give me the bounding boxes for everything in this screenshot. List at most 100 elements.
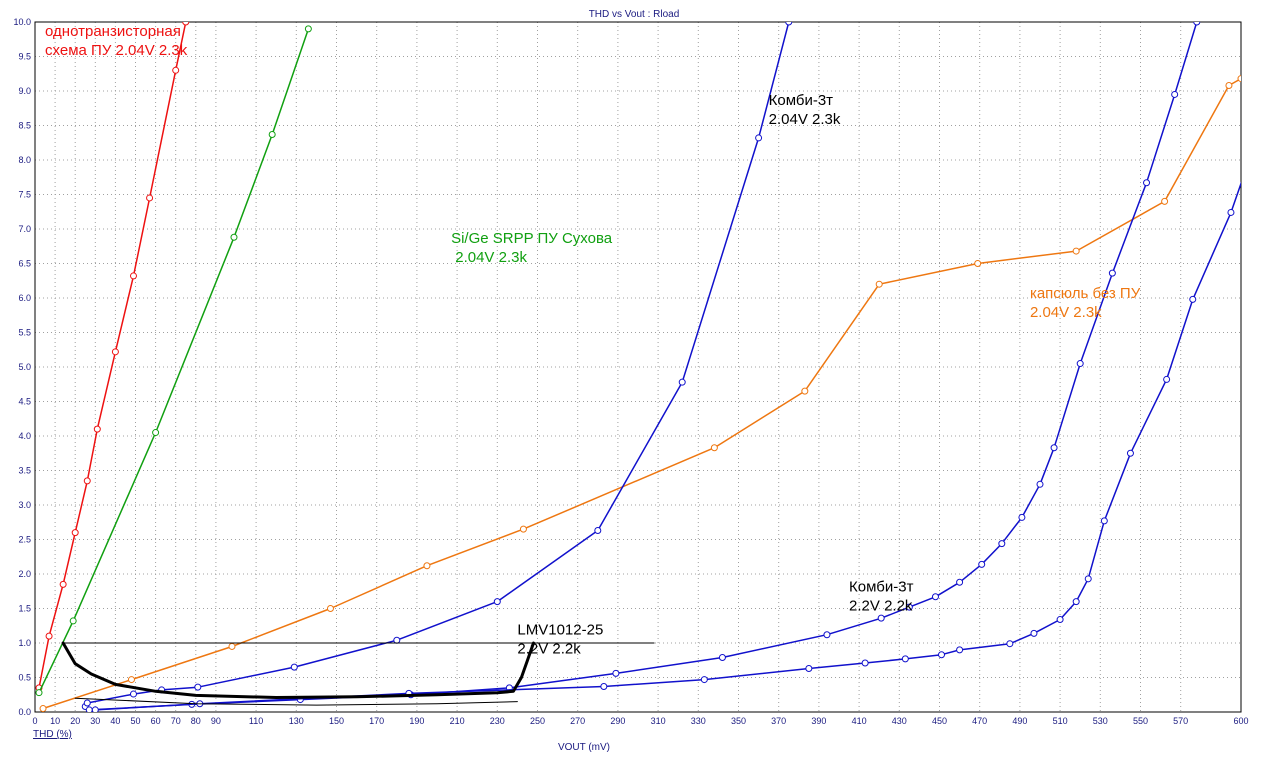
data-point: [1171, 90, 1179, 98]
y-tick-label: 1.5: [18, 604, 31, 614]
data-point: [1076, 360, 1084, 368]
data-point: [1227, 208, 1235, 216]
data-point: [83, 477, 91, 485]
data-point: [612, 669, 620, 677]
annotation-line: 2.04V 2.3k: [769, 111, 841, 128]
tick-labels: 0.0 0.5 1.0 1.5 2.0 2.5 3.0 3.5 4.0 4.5 5.0 5.5 6.0 6…: [13, 17, 1248, 726]
x-tick-label: 370: [771, 716, 786, 726]
y-tick-label: 6.5: [18, 259, 31, 269]
data-point: [393, 636, 401, 644]
x-tick-label: 310: [651, 716, 666, 726]
series-line: [94, 181, 1241, 711]
data-point: [1161, 197, 1169, 205]
x-tick-label: 50: [130, 716, 140, 726]
data-point: [172, 66, 180, 74]
data-point: [1237, 75, 1241, 83]
x-tick-label: 90: [211, 716, 221, 726]
data-point: [1108, 269, 1116, 277]
annotation-line: LMV1012-25: [517, 622, 603, 639]
y-tick-label: 9.0: [18, 86, 31, 96]
x-tick-label: 170: [369, 716, 384, 726]
data-point: [1030, 629, 1038, 637]
series-6: [61, 641, 535, 699]
plot-frame: [34, 21, 1242, 713]
annotation-label: Комби-3т 2.2V 2.2k: [849, 578, 914, 614]
series-line: [84, 22, 790, 708]
data-point: [493, 598, 501, 606]
data-point: [111, 348, 119, 356]
x-tick-label: 450: [932, 716, 947, 726]
series-0: [35, 22, 190, 692]
x-tick-label: 110: [249, 716, 263, 726]
y-tick-label: 7.5: [18, 190, 31, 200]
data-point: [268, 130, 276, 138]
data-point: [905, 603, 913, 611]
data-point: [45, 632, 53, 640]
annotation-line: 2.2V 2.2k: [517, 641, 581, 658]
data-point: [1018, 513, 1026, 521]
series-8: [74, 697, 518, 706]
x-tick-label: 80: [191, 716, 201, 726]
grid: [35, 22, 1241, 712]
annotation-line: Комби-3т: [769, 92, 834, 109]
x-tick-label: 530: [1093, 716, 1108, 726]
data-point: [938, 651, 946, 659]
data-point: [290, 663, 298, 671]
data-point: [152, 429, 160, 437]
data-point: [1036, 480, 1044, 488]
y-tick-label: 4.5: [18, 397, 31, 407]
annotation-line: 2.2V 2.2k: [849, 597, 913, 614]
data-point: [755, 134, 763, 142]
data-point: [956, 578, 964, 586]
y-tick-label: 5.0: [18, 362, 31, 372]
annotation-label: LMV1012-25 2.2V 2.2k: [517, 622, 603, 658]
x-tick-label: 190: [409, 716, 424, 726]
y-tick-label: 3.5: [18, 466, 31, 476]
data-point: [1163, 375, 1171, 383]
data-point: [785, 22, 793, 26]
data-point: [326, 605, 334, 612]
x-tick-label: 410: [852, 716, 867, 726]
x-tick-label: 250: [530, 716, 545, 726]
y-tick-label: 3.0: [18, 500, 31, 510]
x-tick-label: 150: [329, 716, 344, 726]
data-point: [228, 642, 236, 650]
data-point: [93, 425, 101, 433]
x-tick-label: 290: [610, 716, 625, 726]
x-tick-label: 600: [1233, 716, 1248, 726]
x-tick-label: 60: [151, 716, 161, 726]
y-tick-label: 8.0: [18, 155, 31, 165]
data-point: [91, 706, 99, 712]
y-tick-label: 2.0: [18, 569, 31, 579]
data-point: [1072, 247, 1080, 255]
y-tick-label: 9.5: [18, 52, 31, 62]
data-point: [1050, 444, 1058, 452]
x-tick-label: 430: [892, 716, 907, 726]
data-point: [805, 665, 813, 673]
y-tick-label: 1.0: [18, 638, 31, 648]
x-tick-label: 390: [811, 716, 826, 726]
data-point: [901, 655, 909, 663]
data-point: [1084, 575, 1092, 583]
plot-border: [34, 21, 1242, 713]
y-tick-label: 5.5: [18, 328, 31, 338]
data-point: [129, 690, 137, 698]
data-point: [59, 580, 67, 588]
annotation-label: Si/Ge SRPP ПУ Сухова 2.04V 2.3k: [451, 230, 613, 266]
y-tick-label: 8.5: [18, 121, 31, 131]
y-tick-label: 2.5: [18, 535, 31, 545]
data-point: [182, 22, 190, 26]
data-point: [861, 659, 869, 667]
series-line: [61, 641, 535, 699]
annotation-line: 2.04V 2.3k: [451, 249, 527, 266]
data-point: [35, 689, 43, 697]
annotation-label: однотранзисторная схема ПУ 2.04V 2.3k: [45, 23, 188, 59]
y-tick-label: 10.0: [13, 17, 31, 27]
y-tick-label: 7.0: [18, 224, 31, 234]
annotation-label: Комби-3т 2.04V 2.3k: [769, 92, 841, 128]
data-point: [230, 233, 238, 241]
data-point: [931, 593, 939, 601]
data-point: [519, 525, 527, 533]
x-tick-label: 30: [90, 716, 100, 726]
